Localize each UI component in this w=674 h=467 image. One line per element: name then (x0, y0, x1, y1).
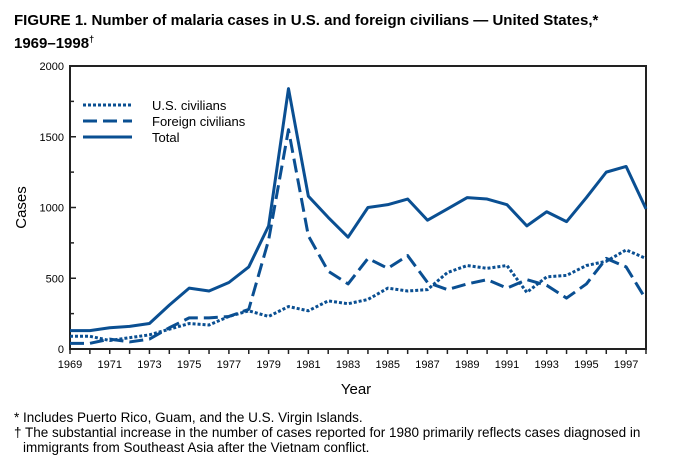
x-tick-label: 1981 (296, 359, 320, 371)
x-axis-label: Year (341, 381, 371, 398)
x-tick-label: 1975 (177, 359, 201, 371)
x-tick-label: 1971 (97, 359, 121, 371)
x-tick-label: 1979 (256, 359, 280, 371)
x-tick-label: 1977 (217, 359, 241, 371)
footnote-1: * Includes Puerto Rico, Guam, and the U.… (14, 410, 363, 425)
x-tick-label: 1995 (574, 359, 598, 371)
footnote-2: † The substantial increase in the number… (14, 425, 641, 455)
y-tick-label: 1500 (40, 132, 64, 144)
x-tick-label: 1983 (336, 359, 360, 371)
y-tick-label: 500 (46, 273, 64, 285)
x-tick-label: 1985 (376, 359, 400, 371)
y-axis-label: Cases (13, 186, 30, 229)
x-tick-label: 1973 (137, 359, 161, 371)
legend-label: Foreign civilians (152, 114, 246, 129)
series-line-total (70, 87, 648, 333)
y-tick-label: 0 (58, 344, 64, 356)
y-tick-label: 1000 (40, 203, 64, 215)
x-tick-label: 1991 (495, 359, 519, 371)
legend-label: Total (152, 130, 180, 145)
footnotes: * Includes Puerto Rico, Guam, and the U.… (14, 410, 674, 455)
x-tick-label: 1987 (415, 359, 439, 371)
y-tick-label: 2000 (40, 61, 64, 73)
chart-title: FIGURE 1. Number of malaria cases in U.S… (14, 12, 599, 52)
x-tick-label: 1969 (58, 359, 82, 371)
legend-label: U.S. civilians (152, 98, 227, 113)
x-tick-label: 1993 (534, 359, 558, 371)
series-line-u-s-civilians (70, 248, 647, 343)
series-line-foreign-civilians (70, 128, 648, 345)
x-tick-label: 1997 (614, 359, 638, 371)
x-tick-label: 1989 (455, 359, 479, 371)
